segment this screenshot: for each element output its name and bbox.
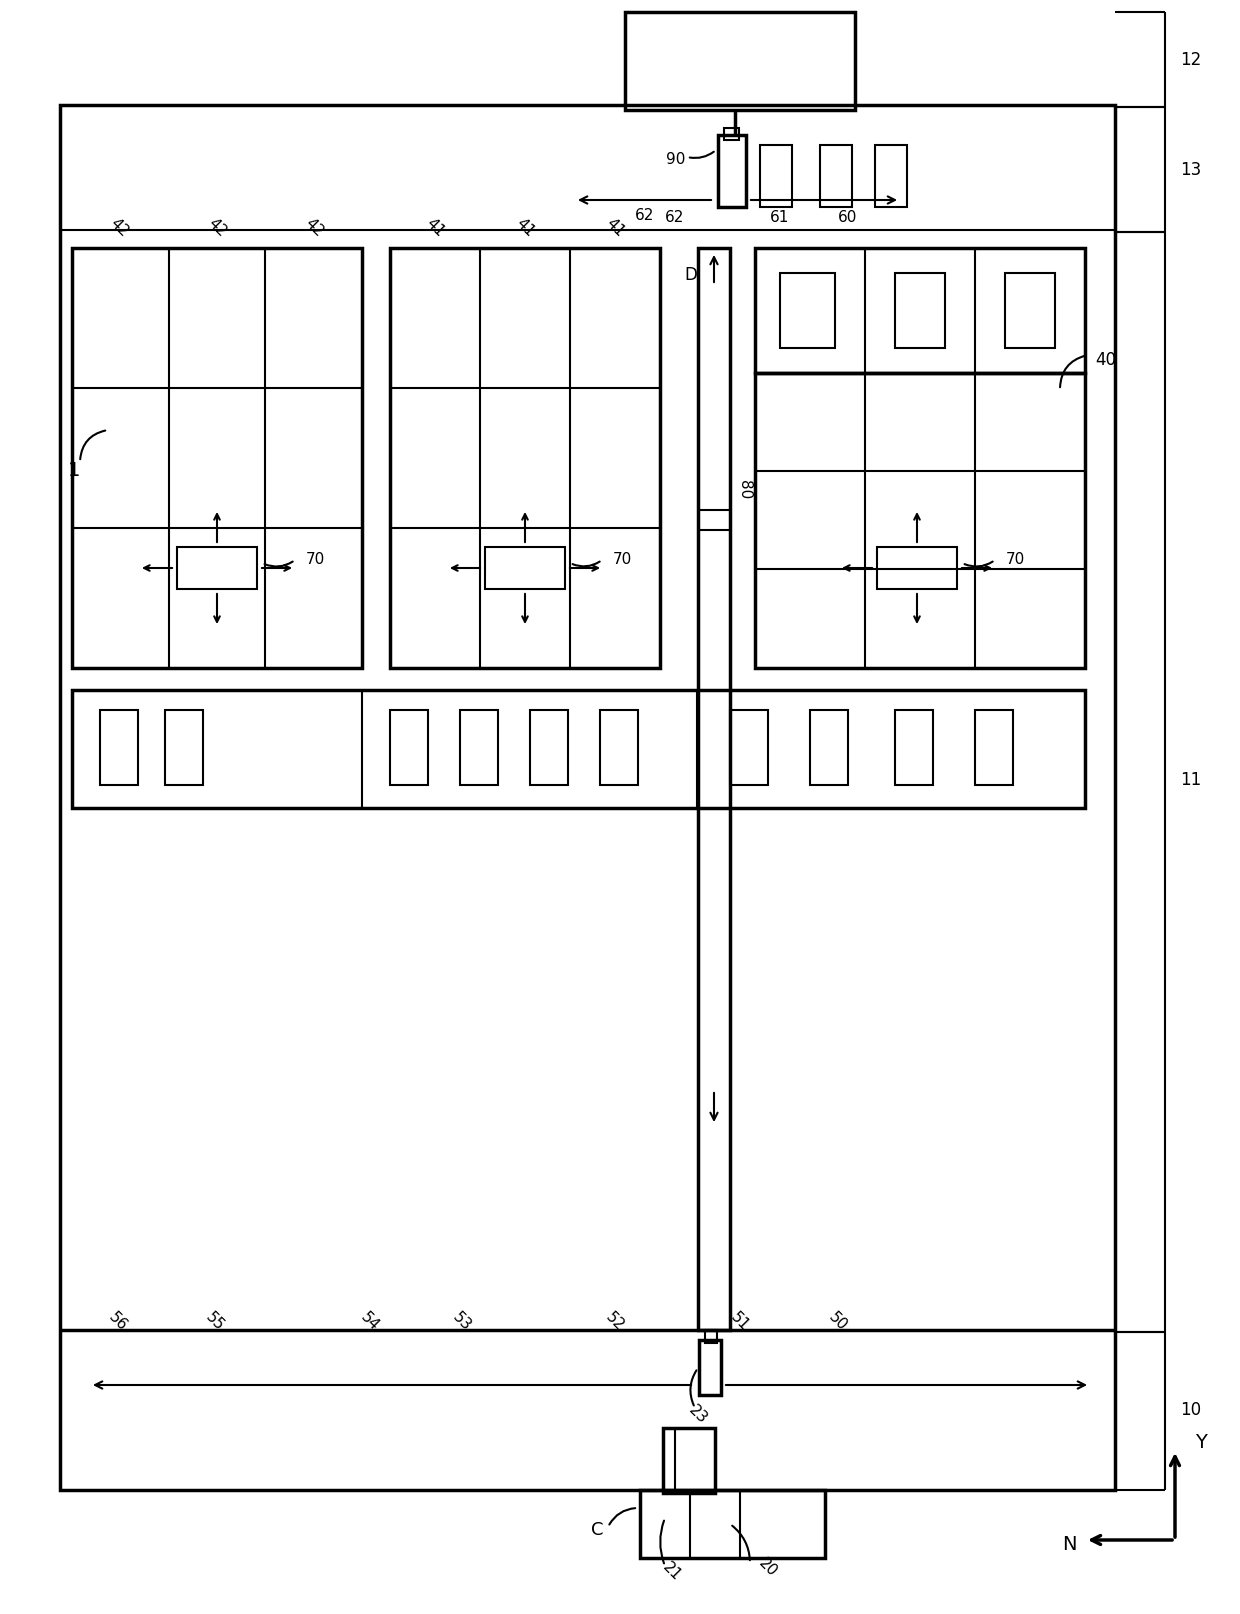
Text: 70: 70 bbox=[305, 552, 325, 568]
Text: 52: 52 bbox=[603, 1311, 627, 1335]
Bar bbox=[640, 1490, 825, 1558]
Bar bbox=[877, 547, 957, 589]
Text: 62: 62 bbox=[666, 210, 684, 226]
Text: 21: 21 bbox=[660, 1559, 684, 1583]
Bar bbox=[391, 249, 660, 668]
Bar bbox=[663, 1428, 715, 1493]
Text: 70: 70 bbox=[1006, 552, 1024, 568]
Text: 41: 41 bbox=[603, 216, 627, 240]
Text: C: C bbox=[590, 1520, 603, 1540]
Text: 23: 23 bbox=[686, 1403, 711, 1427]
Text: N: N bbox=[1063, 1535, 1078, 1554]
Text: Y: Y bbox=[1195, 1433, 1207, 1451]
Bar bbox=[1004, 273, 1055, 349]
Bar bbox=[72, 249, 362, 668]
Text: 54: 54 bbox=[358, 1311, 382, 1335]
Bar bbox=[698, 249, 730, 1330]
Text: 1: 1 bbox=[68, 460, 81, 479]
Bar bbox=[820, 145, 852, 207]
Bar bbox=[895, 710, 932, 784]
Text: 60: 60 bbox=[838, 210, 858, 226]
Bar bbox=[810, 710, 848, 784]
Bar bbox=[72, 691, 1085, 809]
Bar bbox=[706, 1330, 717, 1343]
Text: 61: 61 bbox=[770, 210, 790, 226]
Bar bbox=[485, 547, 565, 589]
Bar bbox=[755, 373, 1085, 668]
Text: 11: 11 bbox=[1180, 771, 1202, 789]
Text: 42: 42 bbox=[107, 216, 131, 240]
Text: 55: 55 bbox=[203, 1311, 227, 1335]
Bar bbox=[177, 547, 257, 589]
Text: 20: 20 bbox=[756, 1556, 780, 1580]
Text: 12: 12 bbox=[1180, 52, 1202, 69]
Bar bbox=[975, 710, 1013, 784]
Text: 51: 51 bbox=[728, 1311, 753, 1335]
Text: 41: 41 bbox=[513, 216, 537, 240]
Bar bbox=[625, 11, 856, 110]
Bar bbox=[460, 710, 498, 784]
Text: 70: 70 bbox=[613, 552, 631, 568]
Bar bbox=[780, 273, 835, 349]
Bar bbox=[760, 145, 792, 207]
Text: 80: 80 bbox=[737, 481, 751, 500]
Text: 50: 50 bbox=[826, 1311, 851, 1335]
Text: 42: 42 bbox=[301, 216, 326, 240]
Bar bbox=[875, 145, 906, 207]
Bar bbox=[895, 273, 945, 349]
Bar bbox=[718, 136, 746, 207]
Text: 56: 56 bbox=[105, 1311, 130, 1335]
Text: 13: 13 bbox=[1180, 161, 1202, 179]
Text: 62: 62 bbox=[635, 208, 655, 223]
Text: 42: 42 bbox=[205, 216, 229, 240]
Text: 40: 40 bbox=[1095, 350, 1116, 370]
Text: D: D bbox=[684, 266, 697, 284]
Bar bbox=[730, 710, 768, 784]
Bar bbox=[600, 710, 639, 784]
Text: 90: 90 bbox=[666, 152, 686, 168]
Bar bbox=[529, 710, 568, 784]
Bar bbox=[699, 1340, 720, 1394]
Bar bbox=[100, 710, 138, 784]
Bar bbox=[755, 249, 1085, 373]
Bar bbox=[391, 710, 428, 784]
Bar bbox=[60, 105, 1115, 1490]
Text: 10: 10 bbox=[1180, 1401, 1202, 1419]
Text: 53: 53 bbox=[450, 1311, 474, 1335]
Bar bbox=[165, 710, 203, 784]
Bar bbox=[724, 128, 739, 140]
Text: 41: 41 bbox=[423, 216, 448, 240]
